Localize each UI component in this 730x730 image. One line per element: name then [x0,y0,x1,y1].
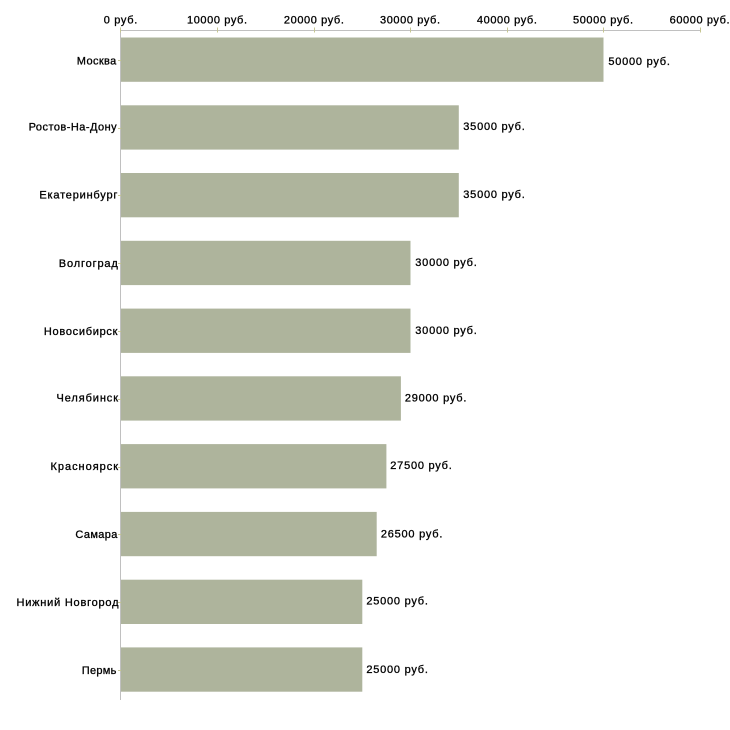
svg-text:Ростов-На-Дону: Ростов-На-Дону [29,122,118,134]
svg-text:Нижний Новгород: Нижний Новгород [17,597,120,609]
svg-text:50000 руб.: 50000 руб. [608,56,670,68]
svg-text:30000 руб.: 30000 руб. [415,325,477,337]
svg-text:25000 руб.: 25000 руб. [366,596,428,608]
svg-text:35000 руб.: 35000 руб. [463,189,525,201]
svg-text:60000 руб.: 60000 руб. [670,15,730,27]
svg-text:0 руб.: 0 руб. [104,15,138,27]
svg-text:40000 руб.: 40000 руб. [477,15,537,27]
svg-text:50000 руб.: 50000 руб. [573,15,633,27]
svg-text:Пермь: Пермь [82,665,117,677]
svg-text:10000 руб.: 10000 руб. [187,15,247,27]
svg-text:20000 руб.: 20000 руб. [284,15,344,27]
svg-text:25000 руб.: 25000 руб. [366,664,428,676]
svg-text:Красноярск: Красноярск [51,461,119,473]
svg-text:29000 руб.: 29000 руб. [405,393,467,405]
svg-text:Челябинск: Челябинск [57,392,119,404]
svg-text:30000 руб.: 30000 руб. [415,257,477,269]
svg-text:Самара: Самара [75,529,118,541]
svg-text:Волгоград: Волгоград [59,258,119,270]
svg-text:26500 руб.: 26500 руб. [381,528,443,540]
svg-text:30000 руб.: 30000 руб. [380,15,440,27]
svg-text:Москва: Москва [77,56,117,68]
svg-text:27500 руб.: 27500 руб. [390,460,452,472]
svg-text:35000 руб.: 35000 руб. [463,121,525,133]
svg-text:Екатеринбург: Екатеринбург [39,190,117,202]
svg-text:Новосибирск: Новосибирск [44,326,118,338]
